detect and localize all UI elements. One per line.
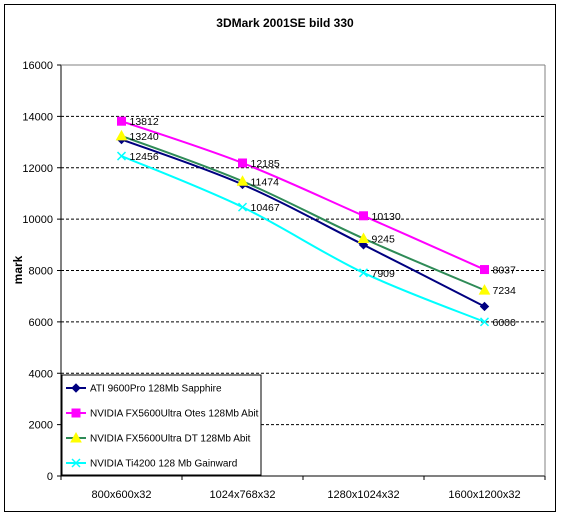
- data-point: [358, 268, 369, 278]
- series-group: 1381212185101308037132401147492457234124…: [115, 116, 517, 329]
- data-point: [357, 232, 370, 244]
- y-tick-label: 12000: [22, 163, 53, 175]
- axes: [57, 64, 546, 480]
- data-point-stroke: [237, 202, 248, 212]
- legend-box: [61, 374, 262, 476]
- y-tick-label: 6000: [29, 317, 53, 329]
- chart-title: 3DMark 2001SE bild 330: [216, 16, 354, 30]
- legend-label: NVIDIA Ti4200 128 Mb Gainward: [90, 459, 237, 470]
- data-label: 10467: [251, 202, 280, 214]
- y-tick-label: 10000: [22, 214, 53, 226]
- legend-entry: NVIDIA FX5600Ultra DT 128Mb Abit: [66, 431, 251, 445]
- data-point: [70, 431, 82, 443]
- x-tick-label: 1600x1200x32: [448, 489, 520, 501]
- data-label: 9245: [372, 234, 396, 246]
- x-tick-label: 1024x768x32: [209, 489, 275, 501]
- data-label: 8037: [493, 265, 517, 277]
- data-label: 13812: [130, 116, 159, 128]
- legend-label: ATI 9600Pro 128Mb Sapphire: [90, 384, 222, 395]
- legend-entry: NVIDIA FX5600Ultra Otes 128Mb Abit: [66, 408, 259, 420]
- y-axis-label: mark: [11, 255, 25, 284]
- series-line: [121, 155, 485, 323]
- data-label: 7909: [372, 268, 396, 280]
- legend-label: NVIDIA FX5600Ultra DT 128Mb Abit: [90, 434, 251, 445]
- y-tick-label: 0: [47, 471, 53, 483]
- data-label: 12185: [251, 158, 280, 170]
- data-label: 11474: [251, 176, 280, 188]
- y-tick-label: 4000: [29, 368, 53, 380]
- data-label: 10130: [372, 211, 401, 223]
- y-tick-label: 16000: [22, 60, 53, 72]
- data-point: [71, 458, 81, 468]
- y-tick-label: 14000: [22, 111, 53, 123]
- data-point-stroke: [71, 458, 81, 468]
- y-tick-labels: 0 2000 4000 6000 8000 10000 12000 14000 16000: [22, 60, 53, 483]
- data-point: [359, 211, 368, 221]
- data-point: [116, 151, 127, 161]
- y-tick-label: 2000: [29, 420, 53, 432]
- data-label: 7234: [493, 285, 517, 297]
- data-point: [71, 383, 81, 393]
- data-point: [238, 158, 247, 168]
- data-point: [115, 129, 128, 141]
- data-point-stroke: [116, 151, 127, 161]
- series-2: 13240 11474 9245 7234: [115, 129, 517, 297]
- series-3: 12456 10467 7909 6000: [116, 151, 517, 329]
- data-point: [71, 408, 81, 418]
- legend-label: NVIDIA FX5600Ultra Otes 128Mb Abit: [90, 409, 259, 420]
- x-tick-label: 1280x1024x32: [327, 489, 399, 501]
- data-label: 12456: [130, 151, 159, 163]
- data-point: [479, 301, 490, 312]
- x-tick-labels: 800x600x32 1024x768x32 1280x1024x32 1600x12…: [92, 489, 521, 501]
- x-tick-label: 800x600x32: [92, 489, 152, 501]
- data-point: [236, 175, 249, 186]
- data-point: [237, 202, 248, 212]
- series-line: [121, 134, 485, 292]
- series-line: [121, 120, 485, 271]
- data-point-stroke: [479, 317, 490, 327]
- data-point-stroke: [358, 268, 369, 278]
- legend-entry: ATI 9600Pro 128Mb Sapphire: [66, 383, 222, 395]
- data-point: [480, 265, 489, 275]
- series-1: 13812 12185 10130 8037: [117, 116, 517, 277]
- data-label: 6000: [493, 317, 517, 329]
- data-point: [478, 284, 491, 295]
- data-label: 13240: [130, 131, 159, 143]
- y-tick-label: 8000: [29, 266, 53, 278]
- legend-entry: NVIDIA Ti4200 128 Mb Gainward: [66, 458, 237, 470]
- data-point: [117, 116, 126, 126]
- data-point: [479, 317, 490, 327]
- series-line: [121, 138, 485, 308]
- legend: ATI 9600Pro 128Mb Sapphire NVIDIA FX5600U…: [61, 374, 262, 476]
